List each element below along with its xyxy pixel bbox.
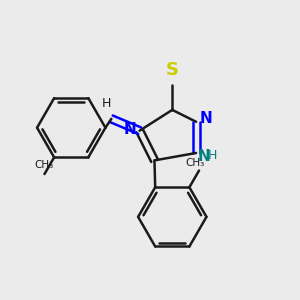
- Text: N: N: [124, 122, 136, 137]
- Text: CH₃: CH₃: [185, 158, 204, 168]
- Text: H: H: [102, 97, 112, 110]
- Text: CH₃: CH₃: [35, 160, 54, 170]
- Text: N: N: [198, 149, 211, 164]
- Text: H: H: [208, 149, 218, 162]
- Text: N: N: [199, 111, 212, 126]
- Text: S: S: [166, 61, 179, 79]
